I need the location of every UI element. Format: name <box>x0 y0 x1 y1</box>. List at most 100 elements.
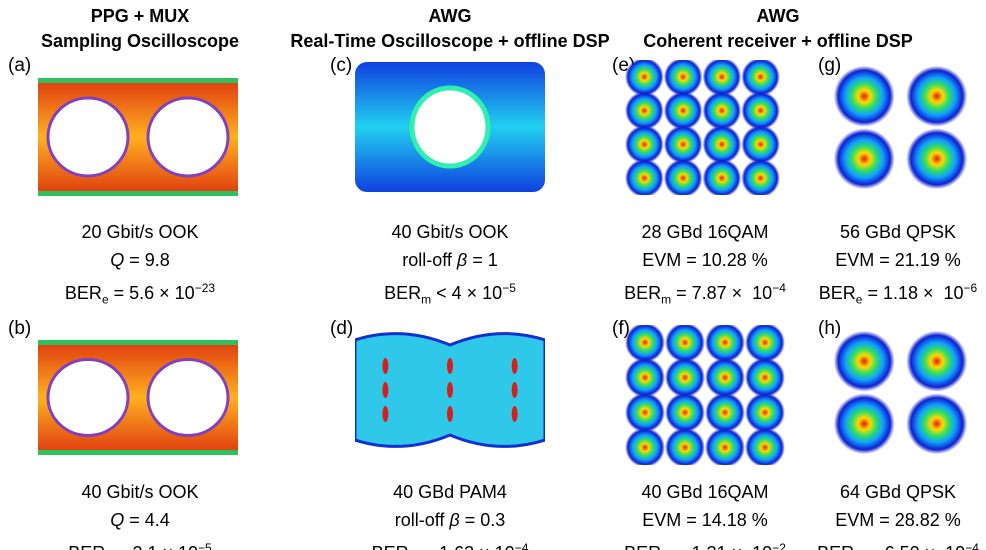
caption-text: BER <box>384 283 421 303</box>
trace <box>382 382 388 398</box>
symbol-cloud <box>834 66 895 127</box>
symbol-cloud <box>665 393 705 433</box>
caption-text: = 1.31 × 10 <box>671 543 772 550</box>
symbol-cloud <box>906 66 967 127</box>
symbol-cloud <box>665 428 705 466</box>
caption-text: = 1.18 × 10 <box>862 283 963 303</box>
caption-text: EVM = 10.28 % <box>642 250 768 270</box>
constellation <box>828 330 973 455</box>
symbol-cloud <box>741 159 780 195</box>
symbol-cloud <box>625 159 664 195</box>
caption-line: Q = 4.4 <box>20 506 260 534</box>
symbol-cloud <box>745 358 785 398</box>
symbol-cloud <box>741 60 780 96</box>
caption-line: 40 GBd PAM4 <box>330 478 570 506</box>
symbol-cloud <box>665 325 705 363</box>
trace <box>447 382 453 398</box>
caption-text: BER <box>624 543 661 550</box>
symbol-cloud <box>741 91 780 130</box>
caption-text: Q <box>110 510 124 530</box>
caption-text: = 5.6 × 10 <box>109 283 195 303</box>
trace <box>38 78 238 83</box>
symbol-cloud <box>664 125 703 164</box>
column-header: AWG <box>260 4 640 29</box>
caption-text: −6 <box>964 281 978 295</box>
symbol-cloud <box>625 358 665 398</box>
symbol-cloud <box>703 60 742 96</box>
symbol-cloud <box>705 393 745 433</box>
trace <box>512 406 518 422</box>
symbol-cloud <box>705 428 745 466</box>
symbol-cloud <box>625 91 664 130</box>
symbol-cloud <box>625 428 665 466</box>
panel-label: (a) <box>8 55 31 77</box>
caption-text: roll-off <box>395 510 450 530</box>
column-header: AWG <box>588 4 968 29</box>
trace <box>382 358 388 374</box>
trace <box>38 340 238 345</box>
caption-text: −23 <box>195 281 215 295</box>
symbol-cloud <box>703 91 742 130</box>
caption-text: roll-off <box>402 250 457 270</box>
caption-text: EVM = 14.18 % <box>642 510 768 530</box>
caption-line: 40 Gbit/s OOK <box>330 218 570 246</box>
caption-line: roll-off β = 1 <box>330 246 570 274</box>
caption-text: m <box>661 293 671 307</box>
caption-text: < 4 × 10 <box>431 283 502 303</box>
symbol-cloud <box>664 60 703 96</box>
caption-line: BERe = 2.1 × 10−5 <box>20 534 260 550</box>
caption-text: 28 GBd 16QAM <box>641 222 768 242</box>
caption-line: BERm < 4 × 10−5 <box>330 274 570 314</box>
caption-text: EVM = 28.82 % <box>835 510 961 530</box>
trace <box>412 88 488 166</box>
symbol-cloud <box>703 159 742 195</box>
caption-text: = 7.87 × 10 <box>671 283 772 303</box>
caption-line: Q = 9.8 <box>20 246 260 274</box>
caption-text: BER <box>68 543 105 550</box>
caption-line: 40 Gbit/s OOK <box>20 478 260 506</box>
caption-text: BER <box>624 283 661 303</box>
symbol-cloud <box>745 325 785 363</box>
caption-text: −5 <box>198 541 212 550</box>
constellation <box>828 65 973 190</box>
symbol-cloud <box>625 325 665 363</box>
caption-line: 56 GBd QPSK <box>778 218 986 246</box>
symbol-cloud <box>906 393 967 454</box>
constellation <box>625 325 785 465</box>
trace <box>512 382 518 398</box>
symbol-cloud <box>705 325 745 363</box>
symbol-cloud <box>625 125 664 164</box>
caption-text: e <box>102 293 109 307</box>
symbol-cloud <box>741 125 780 164</box>
symbol-cloud <box>665 358 705 398</box>
caption-text: = 9.8 <box>124 250 170 270</box>
column-header: Real-Time Oscilloscope + offline DSP <box>260 29 640 54</box>
symbol-cloud <box>705 358 745 398</box>
caption-text: −5 <box>502 281 516 295</box>
figure: PPG + MUXSampling OscilloscopeAWGReal-Ti… <box>0 0 986 550</box>
caption-text: = 1 <box>467 250 498 270</box>
caption-line: BERe = 1.18 × 10−6 <box>778 274 986 314</box>
caption-text: BER <box>65 283 102 303</box>
panel-label: (b) <box>8 318 31 340</box>
caption-line: BERm = 6.50 × 10−4 <box>778 534 986 550</box>
trace <box>148 98 228 176</box>
caption-text: = 6.50 × 10 <box>864 543 965 550</box>
symbol-cloud <box>834 128 895 189</box>
column-header: Coherent receiver + offline DSP <box>588 29 968 54</box>
symbol-cloud <box>703 125 742 164</box>
eye-diagram <box>355 330 545 450</box>
caption-text: −4 <box>515 541 529 550</box>
caption-text: 56 GBd QPSK <box>840 222 956 242</box>
caption-text: = 2.1 × 10 <box>112 543 198 550</box>
symbol-cloud <box>906 331 967 392</box>
caption-line: 64 GBd QPSK <box>778 478 986 506</box>
caption-text: = 4.4 <box>124 510 170 530</box>
caption-text: = 1.63 × 10 <box>419 543 515 550</box>
panel-label: (c) <box>330 55 352 77</box>
caption-line: 20 Gbit/s OOK <box>20 218 260 246</box>
caption-line: roll-off β = 0.3 <box>330 506 570 534</box>
constellation <box>625 60 780 195</box>
caption-line: EVM = 21.19 % <box>778 246 986 274</box>
caption-text: β <box>449 510 459 530</box>
